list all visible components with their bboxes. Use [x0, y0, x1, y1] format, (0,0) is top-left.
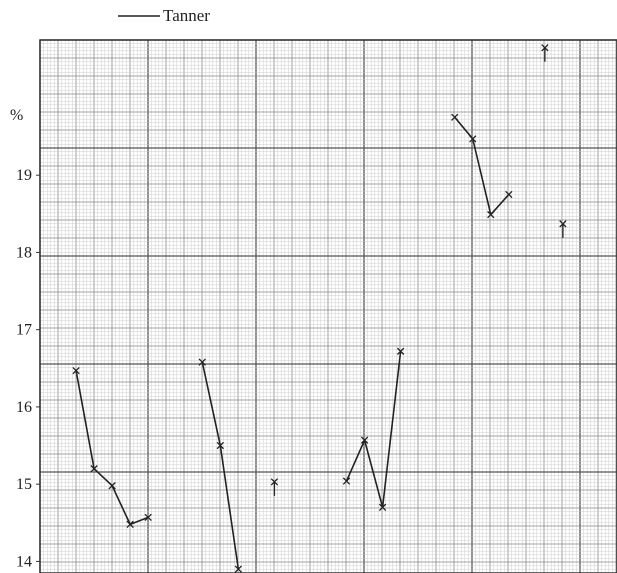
data-point — [451, 113, 459, 121]
legend: Tanner — [118, 6, 210, 25]
data-point — [541, 44, 549, 62]
data-point — [360, 436, 369, 444]
plot-frame — [39, 39, 617, 573]
data-point — [469, 135, 477, 143]
y-tick-label: 17 — [16, 322, 32, 339]
data-point — [487, 210, 495, 219]
data-point — [216, 441, 224, 450]
y-tick-label: 18 — [16, 244, 32, 261]
data-point — [144, 513, 152, 522]
legend-label: Tanner — [163, 6, 210, 25]
data-point — [559, 220, 567, 238]
data-point — [90, 465, 98, 473]
data-point — [505, 190, 513, 199]
data-point — [234, 565, 243, 573]
data-point — [378, 503, 387, 512]
series-line — [454, 116, 510, 216]
y-tick-label: 19 — [16, 167, 32, 184]
series-layer — [72, 44, 567, 573]
y-tick-label: 14 — [16, 553, 32, 570]
data-point — [198, 358, 206, 366]
data-point — [342, 477, 351, 485]
y-tick-label: 15 — [16, 476, 32, 493]
data-point — [270, 478, 279, 496]
y-axis: % 14 15 16 17 18 19 — [10, 107, 40, 570]
data-point — [108, 482, 116, 490]
data-point — [396, 347, 405, 355]
data-point — [126, 520, 134, 528]
y-unit-label: % — [10, 107, 23, 124]
data-point — [72, 366, 80, 375]
grid — [39, 39, 617, 573]
series-line — [345, 351, 402, 509]
y-tick-label: 16 — [16, 399, 32, 416]
